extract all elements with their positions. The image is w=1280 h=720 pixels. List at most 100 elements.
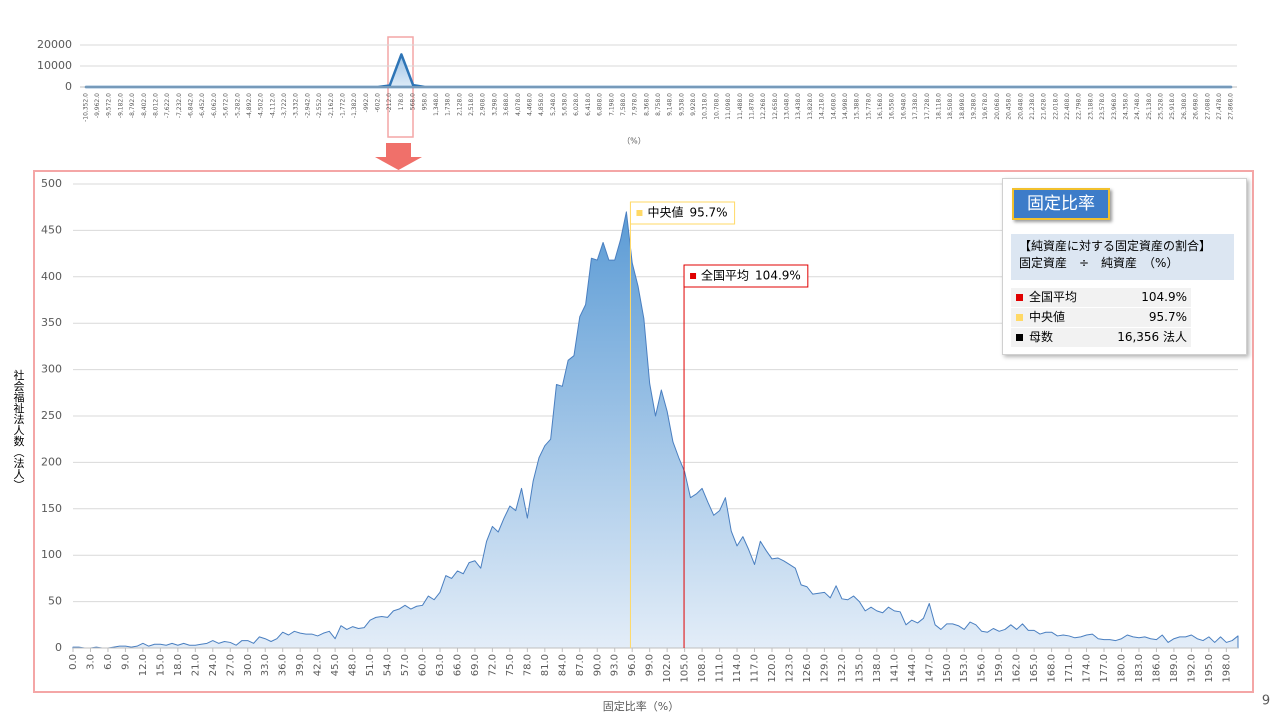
x-tick-label: 23,578.0 — [1099, 93, 1106, 120]
x-tick-label: -6,062.0 — [211, 93, 218, 118]
x-tick-label: 24,748.0 — [1134, 93, 1141, 120]
x-tick-label: 21,238.0 — [1029, 93, 1036, 120]
x-tick-label: 81.0 — [540, 654, 551, 676]
x-tick-label: -5,672.0 — [223, 93, 230, 118]
x-tick-label: 13,828.0 — [807, 93, 814, 120]
x-tick-label: 57.0 — [400, 654, 411, 676]
x-tick-label: 18,118.0 — [935, 93, 942, 120]
x-tick-label: 568.0 — [410, 93, 417, 110]
y-tick-label: 0 — [65, 80, 72, 93]
x-tick-label: 159.0 — [994, 654, 1005, 683]
x-tick-label: 174.0 — [1082, 654, 1093, 683]
frame — [33, 170, 1254, 693]
x-tick-label: 186.0 — [1151, 654, 1162, 683]
x-tick-label: -6,842.0 — [188, 93, 195, 118]
x-tick-label: -9,962.0 — [94, 93, 101, 118]
row-value: 104.9% — [1141, 290, 1187, 304]
x-tick-label: 0.0 — [68, 654, 79, 670]
x-tick-label: 102.0 — [662, 654, 673, 683]
label-box — [629, 201, 736, 225]
x-tick-label: 198.0 — [1221, 654, 1232, 683]
x-tick-label: 165.0 — [1029, 654, 1040, 683]
x-tick-label: 5,248.0 — [550, 93, 557, 116]
y-tick-label: 250 — [41, 409, 62, 422]
reference-label: 中央値 95.7% — [629, 201, 736, 225]
x-tick-label: 8,758.0 — [655, 93, 662, 116]
x-tick-label: 22,798.0 — [1076, 93, 1083, 120]
x-tick-label: 30.0 — [243, 654, 254, 676]
x-tick-label: 26,698.0 — [1193, 93, 1200, 120]
x-tick-label: 16,558.0 — [889, 93, 896, 120]
x-tick-label: 63.0 — [435, 654, 446, 676]
x-tick-label: 8,368.0 — [643, 93, 650, 116]
x-tick-label: 18.0 — [173, 654, 184, 676]
x-tick-label: -3,722.0 — [281, 93, 288, 118]
x-tick-label: 13,048.0 — [784, 93, 791, 120]
x-tick-label: 12,268.0 — [760, 93, 767, 120]
x-tick-label: -7,232.0 — [176, 93, 183, 118]
x-tick-label: 144.0 — [907, 654, 918, 683]
x-tick-label: 3,298.0 — [491, 93, 498, 116]
label-box — [683, 264, 809, 288]
x-tick-label: 126.0 — [802, 654, 813, 683]
x-tick-label: 3.0 — [85, 654, 96, 670]
x-tick-label: 129.0 — [819, 654, 830, 683]
x-tick-label: 22,018.0 — [1052, 93, 1059, 120]
x-tick-label: 3,688.0 — [503, 93, 510, 116]
y-tick-label: 300 — [41, 363, 62, 376]
x-tick-label: 25,918.0 — [1169, 93, 1176, 120]
x-tick-label: 87.0 — [575, 654, 586, 676]
x-tick-label: 1,738.0 — [445, 93, 452, 116]
label-name: 全国平均 — [701, 268, 749, 283]
y-tick-label: 450 — [41, 223, 62, 236]
x-tick-label: -10,352.0 — [82, 93, 89, 122]
x-tick-label: 72.0 — [487, 654, 498, 676]
x-tick-label: 12.0 — [138, 654, 149, 676]
area — [84, 53, 1233, 89]
page-number: 9 — [1262, 694, 1270, 709]
x-tick-label: 45.0 — [330, 654, 341, 676]
x-tick-label: 90.0 — [592, 654, 603, 676]
x-tick-label: 17,338.0 — [912, 93, 919, 120]
label-value: 95.7% — [689, 206, 727, 220]
badge: 固定比率 — [1012, 188, 1110, 220]
x-tick-label: -1,382.0 — [351, 93, 358, 118]
x-tick-label: -4,502.0 — [258, 93, 265, 118]
x-tick-label: 9,928.0 — [690, 93, 697, 116]
x-tick-label: 15.0 — [155, 654, 166, 676]
summary-row: 母数 16,356 法人 — [1011, 328, 1191, 348]
x-tick-label: -4,112.0 — [269, 93, 276, 118]
x-tick-label: 138.0 — [872, 654, 883, 683]
x-tick-label: -8,402.0 — [141, 93, 148, 118]
row-label: 母数 — [1029, 330, 1054, 344]
x-tick-label: 19,288.0 — [971, 93, 978, 120]
x-tick-label: 156.0 — [977, 654, 988, 683]
x-tick-label: -7,622.0 — [164, 93, 171, 118]
x-tick-label: 14,608.0 — [830, 93, 837, 120]
x-tick-label: 153.0 — [959, 654, 970, 683]
x-tick-label: 4,858.0 — [538, 93, 545, 116]
x-tick-label: 25,528.0 — [1158, 93, 1165, 120]
row-value: 16,356 法人 — [1117, 330, 1187, 344]
x-tick-label: 177.0 — [1099, 654, 1110, 683]
x-tick-label: 4,468.0 — [526, 93, 533, 116]
x-tick-label: 10,708.0 — [713, 93, 720, 120]
y-tick-label: 50 — [48, 595, 62, 608]
x-tick-label: 20,458.0 — [1006, 93, 1013, 120]
x-tick-label: 48.0 — [348, 654, 359, 676]
x-tick-label: 24,358.0 — [1122, 93, 1129, 120]
x-tick-label: 66.0 — [452, 654, 463, 676]
x-tick-label: 93.0 — [610, 654, 621, 676]
x-tick-label: 1,348.0 — [433, 93, 440, 116]
y-tick-label: 350 — [41, 316, 62, 329]
x-tick-label: -5,282.0 — [234, 93, 241, 118]
x-tick-label: -2,942.0 — [304, 93, 311, 118]
y-label: 社会福祉法人数（法人） — [12, 368, 25, 490]
arrow — [375, 143, 422, 170]
area — [72, 211, 1239, 649]
x-tick-label: 10,318.0 — [702, 93, 709, 120]
x-tick-label: 23,188.0 — [1087, 93, 1094, 120]
x-tick-label: 16,948.0 — [900, 93, 907, 120]
